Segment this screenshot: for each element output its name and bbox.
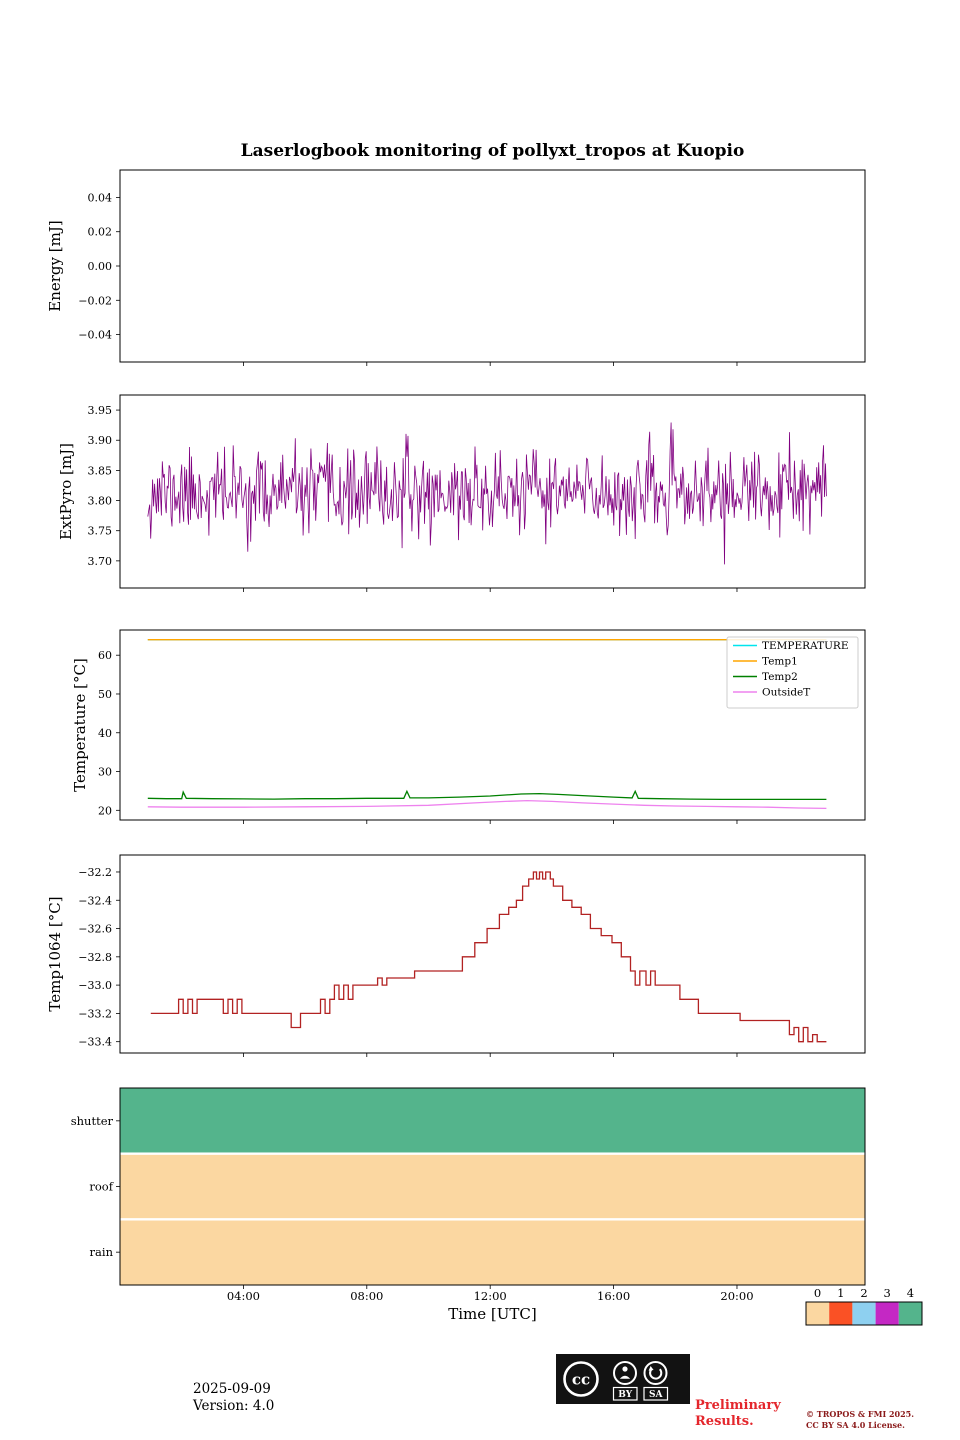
- panel-border: [119, 1087, 866, 1286]
- person-body-icon: [619, 1375, 631, 1379]
- colorbar-segment: [829, 1302, 853, 1325]
- y-tick-label: 3.85: [88, 464, 113, 477]
- status-band-rain: [120, 1220, 865, 1285]
- x-tick-label: 12:00: [474, 1289, 507, 1303]
- y-tick-label: −32.2: [78, 866, 112, 879]
- y-axis-label: ExtPyro [mJ]: [57, 443, 75, 540]
- legend-label: Temp1: [762, 656, 798, 668]
- y-tick-label: 40: [98, 727, 112, 740]
- y-axis-label: Temperature [°C]: [71, 658, 89, 792]
- y-tick-label: −32.8: [78, 951, 112, 964]
- colorbar-segment: [806, 1302, 830, 1325]
- panel-temperature: 60 50 40 30 20 Temperature [°C] TEMPERATURE Tem…: [71, 629, 866, 824]
- preliminary-line1: Preliminary: [695, 1398, 781, 1413]
- series-OutsideT: [147, 799, 827, 810]
- status-colorbar: 0 1 2 3 4: [805, 1286, 923, 1326]
- copyright-line1: © TROPOS & FMI 2025.: [806, 1409, 915, 1419]
- colorbar-segment: [898, 1302, 922, 1325]
- y-tick-label: −33.4: [78, 1036, 112, 1049]
- y-axis-label: Temp1064 [°C]: [46, 896, 64, 1011]
- status-row-label: rain: [90, 1245, 114, 1259]
- x-tick-label: 16:00: [597, 1289, 630, 1303]
- y-tick-label: 0.02: [88, 226, 113, 239]
- preliminary-line2: Results.: [695, 1414, 754, 1429]
- copyright-line2: CC BY SA 4.0 License.: [806, 1420, 905, 1430]
- y-tick-label: −33.0: [78, 979, 112, 992]
- person-head-icon: [622, 1366, 628, 1372]
- series-ExtPyro: [147, 422, 827, 565]
- preliminary-note: Preliminary Results.: [695, 1398, 781, 1430]
- y-tick-label: −33.2: [78, 1007, 112, 1020]
- sa-label-box: [643, 1386, 669, 1401]
- cc-logo-text: cc: [572, 1371, 590, 1389]
- y-tick-label: 3.75: [88, 525, 113, 538]
- footer-date: 2025-09-09: [193, 1381, 271, 1397]
- cc-license-badge: cc BY SA: [556, 1354, 690, 1404]
- panel-border: [119, 394, 866, 589]
- share-alike-arrow-icon: [649, 1368, 663, 1380]
- x-tick-label: 04:00: [227, 1289, 260, 1303]
- legend-label: OutsideT: [762, 687, 810, 699]
- legend-label: Temp2: [762, 671, 798, 683]
- status-row-label: roof: [89, 1180, 113, 1194]
- footer-date-version: 2025-09-09 Version: 4.0: [193, 1381, 274, 1415]
- attribution-person-icon: [613, 1361, 637, 1385]
- panel-border: [119, 629, 866, 821]
- y-tick-label: −32.6: [78, 923, 112, 936]
- page-title: Laserlogbook monitoring of pollyxt_tropo…: [240, 141, 745, 161]
- status-band-shutter: [120, 1088, 865, 1153]
- y-tick-label: −32.4: [78, 894, 112, 907]
- y-axis-label: Energy [mJ]: [46, 220, 64, 311]
- x-tick-label: 20:00: [720, 1289, 753, 1303]
- y-tick-label: 0.04: [88, 191, 113, 204]
- legend: TEMPERATURE Temp1 Temp2 OutsideT: [726, 636, 859, 709]
- colorbar-tick-label: 0: [814, 1286, 821, 1300]
- colorbar-segment: [852, 1302, 876, 1325]
- series-Temp2: [147, 789, 827, 801]
- colorbar-tick-label: 2: [860, 1286, 867, 1300]
- share-alike-icon: [643, 1361, 668, 1385]
- colorbar-segment: [875, 1302, 899, 1325]
- x-axis-label: Time [UTC]: [448, 1305, 537, 1323]
- series-Temp1064: [150, 871, 827, 1043]
- panel-extpyro: 3.95 3.90 3.85 3.80 3.75 3.70 ExtPyro [mJ]: [57, 394, 866, 592]
- legend-box: [726, 636, 859, 709]
- y-tick-label: 30: [98, 766, 112, 779]
- y-tick-label: 0.00: [88, 260, 113, 273]
- colorbar-tick-label: 3: [884, 1286, 891, 1300]
- y-tick-label: −0.02: [78, 294, 112, 307]
- by-label: BY: [618, 1390, 632, 1400]
- footer-version: Version: 4.0: [193, 1398, 275, 1414]
- y-tick-label: 3.70: [88, 555, 113, 568]
- y-tick-label: 60: [98, 649, 112, 662]
- y-tick-label: 20: [98, 804, 112, 817]
- cc-logo-icon: [563, 1361, 599, 1397]
- y-tick-label: −0.04: [78, 329, 112, 342]
- copyright-note: © TROPOS & FMI 2025. CC BY SA 4.0 Licens…: [806, 1409, 914, 1431]
- y-tick-label: 3.95: [88, 404, 113, 417]
- y-tick-label: 3.80: [88, 495, 113, 508]
- y-tick-label: 50: [98, 688, 112, 701]
- colorbar-tick-label: 4: [907, 1286, 914, 1300]
- sa-label: SA: [649, 1390, 663, 1400]
- share-alike-arrowhead-icon: [648, 1366, 654, 1371]
- colorbar-tick-label: 1: [837, 1286, 844, 1300]
- y-tick-label: 3.90: [88, 434, 113, 447]
- colorbar-border: [805, 1301, 923, 1326]
- panel-border: [119, 169, 866, 363]
- x-tick-label: 08:00: [350, 1289, 383, 1303]
- panel-energy: 0.04 0.02 0.00 −0.02 −0.04 Energy [mJ]: [46, 169, 866, 366]
- by-label-box: [612, 1386, 638, 1401]
- legend-label: TEMPERATURE: [762, 640, 849, 652]
- panel-status: shutter roof rain: [71, 1087, 866, 1289]
- panel-border: [119, 854, 866, 1054]
- status-row-label: shutter: [71, 1114, 114, 1128]
- status-band-roof: [120, 1154, 865, 1219]
- panel-temp1064: −32.2 −32.4 −32.6 −32.8 −33.0 −33.2 −33.4 Temp1…: [46, 854, 866, 1057]
